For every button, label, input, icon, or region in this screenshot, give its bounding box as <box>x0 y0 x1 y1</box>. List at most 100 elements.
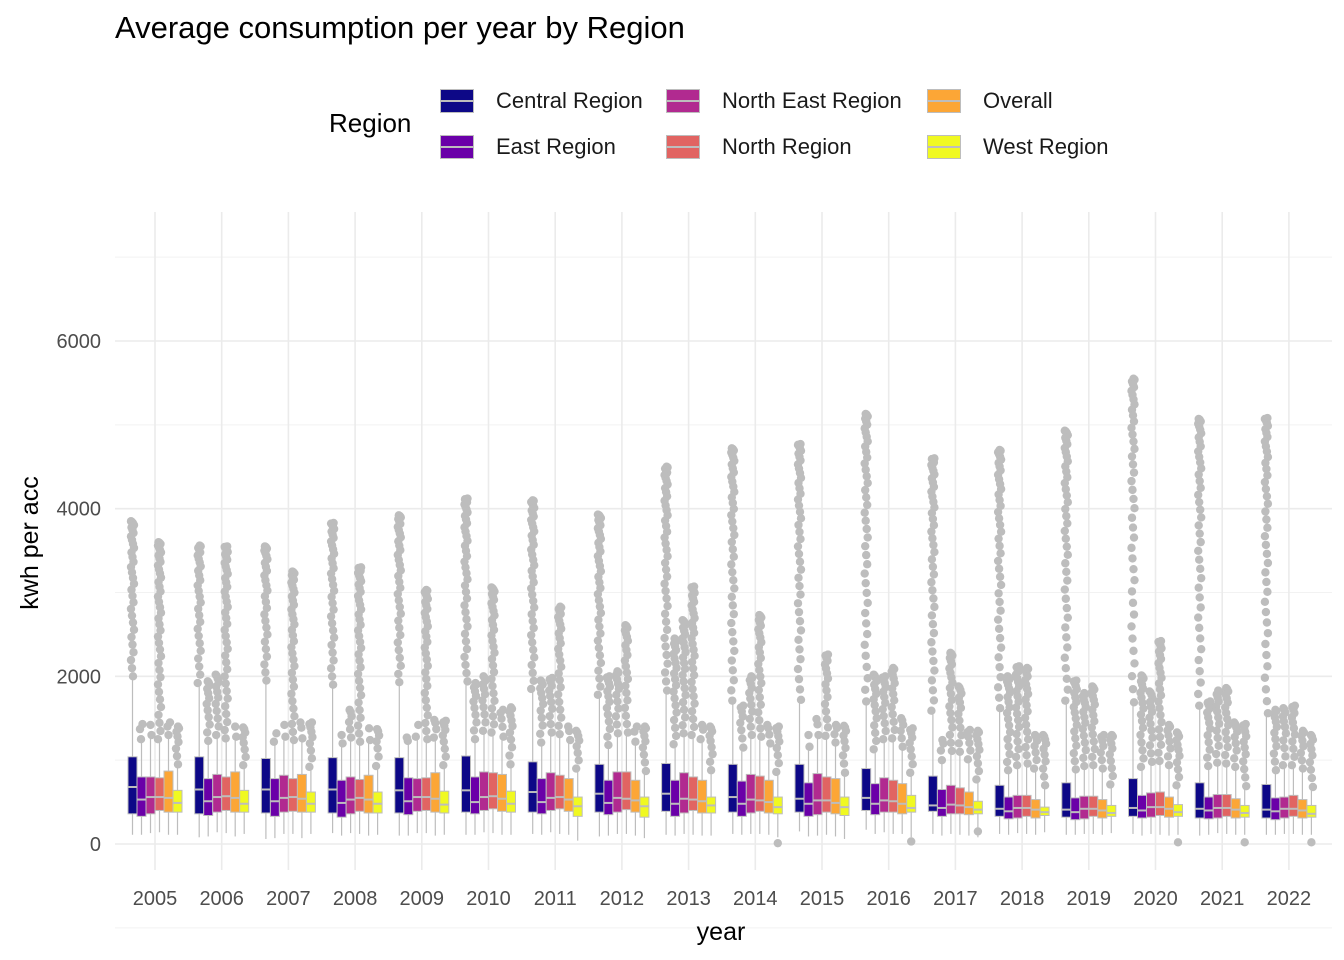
outlier-point <box>973 827 983 836</box>
outlier-point <box>289 735 299 745</box>
outlier-point <box>1145 713 1154 722</box>
outlier-point <box>869 745 878 754</box>
outlier-point <box>422 726 431 736</box>
outlier-point <box>928 534 937 543</box>
outlier-point <box>155 665 164 675</box>
outlier-point <box>212 730 221 740</box>
outlier-point <box>395 678 404 687</box>
box <box>527 761 538 813</box>
outlier-point <box>221 702 230 711</box>
outlier-point <box>928 562 938 571</box>
legend-item-north-region: North Region <box>666 132 852 162</box>
outlier-point <box>839 759 849 768</box>
legend-key-north-region <box>666 135 700 159</box>
outlier-point <box>305 739 315 748</box>
outlier-point <box>1063 685 1073 694</box>
outlier-point <box>863 500 872 510</box>
outlier-point <box>1206 724 1215 733</box>
outlier-point <box>772 767 781 777</box>
outlier-point <box>1221 750 1230 760</box>
outlier-point <box>622 719 632 729</box>
outlier-point <box>727 686 736 695</box>
outlier-point <box>1081 745 1091 755</box>
outlier-point <box>662 650 671 660</box>
outlier-point <box>154 638 164 648</box>
outlier-point <box>929 521 939 530</box>
outlier-point <box>728 567 737 577</box>
outlier-point <box>795 557 805 566</box>
year-group <box>393 511 450 836</box>
outlier-point <box>863 560 872 569</box>
box <box>230 771 241 813</box>
outlier-point <box>1014 744 1023 754</box>
outlier-point <box>727 656 736 665</box>
box <box>830 778 841 815</box>
outlier-point <box>527 584 536 593</box>
outlier-point <box>487 728 496 737</box>
outlier-point <box>530 603 539 612</box>
outlier-point <box>705 757 715 767</box>
outlier-point <box>171 744 181 753</box>
box <box>296 773 307 813</box>
outlier-point <box>1129 417 1139 426</box>
outlier-point <box>554 669 563 678</box>
outlier-point <box>888 710 897 719</box>
outlier-point <box>479 702 488 712</box>
outlier-point <box>604 740 613 750</box>
x-tick-label: 2014 <box>733 888 778 910</box>
box <box>239 789 250 813</box>
outlier-point <box>1263 662 1272 671</box>
outlier-point <box>574 756 583 765</box>
outlier-point <box>487 654 497 664</box>
box <box>1306 804 1317 818</box>
outlier-point <box>195 662 204 671</box>
outlier-point <box>329 656 338 665</box>
outlier-point <box>708 749 717 759</box>
outlier-point <box>489 667 499 677</box>
outlier-point <box>794 573 803 582</box>
outlier-point <box>260 637 270 646</box>
outlier-point <box>529 596 538 606</box>
outlier-point <box>794 607 804 617</box>
box <box>697 779 708 814</box>
outlier-point <box>136 735 146 744</box>
outlier-point <box>507 743 517 752</box>
outlier-point <box>1298 764 1308 773</box>
outlier-point <box>728 601 737 610</box>
x-axis-title: year <box>697 918 746 946</box>
outlier-point <box>1308 782 1318 792</box>
outlier-point <box>154 658 163 668</box>
outlier-point <box>727 618 736 628</box>
outlier-point <box>738 734 747 743</box>
outlier-point <box>529 645 538 655</box>
outlier-point <box>861 608 870 618</box>
outlier-point <box>260 610 269 619</box>
box <box>470 776 480 815</box>
outlier-point <box>928 514 938 524</box>
outlier-point <box>1174 772 1184 782</box>
outlier-point <box>928 586 937 595</box>
y-axis-ticks: 0 2000 4000 6000 <box>57 331 102 856</box>
box <box>1203 796 1214 820</box>
outlier-point <box>1197 644 1206 654</box>
outlier-point <box>871 728 880 738</box>
outlier-point <box>679 729 688 738</box>
outlier-point <box>1272 741 1281 751</box>
legend-label-west-region: West Region <box>983 134 1109 159</box>
outlier-point <box>966 746 975 755</box>
outlier-point <box>1089 737 1099 746</box>
outlier-point <box>421 668 430 677</box>
outlier-point <box>127 585 136 594</box>
outlier-point <box>766 739 775 748</box>
outlier-point <box>993 615 1003 624</box>
outlier-point <box>880 719 889 728</box>
outlier-point <box>1288 737 1297 746</box>
outlier-point <box>795 685 805 694</box>
outlier-point <box>993 556 1003 566</box>
outlier-point <box>1279 736 1288 745</box>
outlier-point <box>204 712 213 722</box>
box <box>679 772 690 814</box>
outlier-point <box>727 560 736 569</box>
outlier-point <box>261 644 271 654</box>
outlier-point <box>898 742 907 751</box>
